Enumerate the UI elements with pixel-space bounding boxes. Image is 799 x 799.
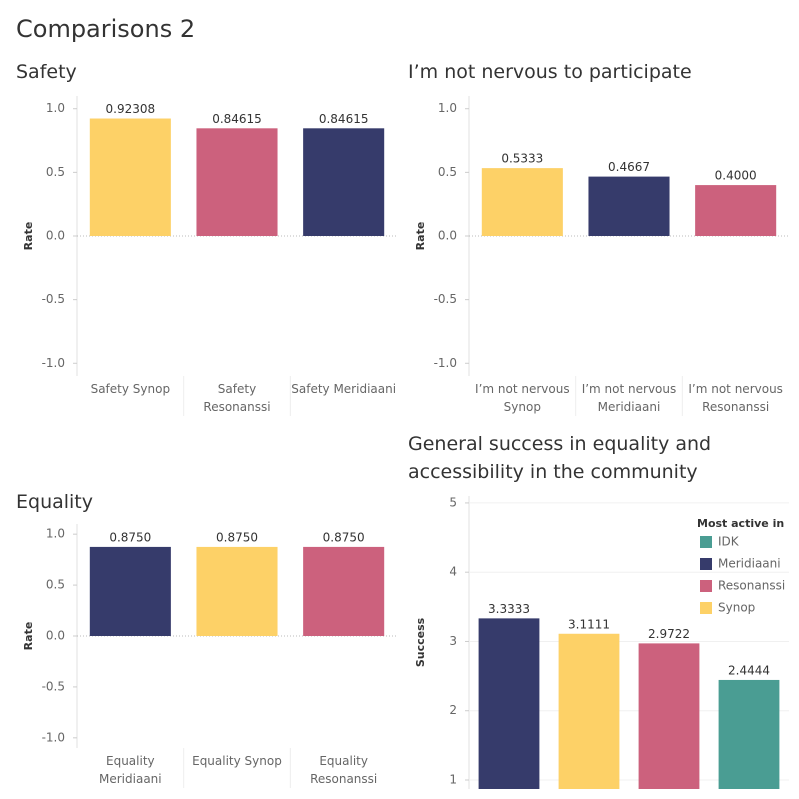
y-tick-label: 0.5 (438, 165, 457, 179)
value-label: 2.4444 (728, 663, 770, 677)
bar (695, 185, 777, 236)
x-tick-label: I’m not nervous Meridiaani (581, 382, 677, 414)
value-label: 0.4667 (608, 160, 650, 174)
x-tick-label: Safety Synop (90, 382, 171, 396)
y-tick-label: 0.0 (46, 229, 65, 243)
x-tick-label: Safety Resonanssi (203, 382, 271, 414)
value-label: 0.8750 (323, 530, 365, 544)
value-label: 0.5333 (501, 152, 543, 166)
legend-swatch (700, 602, 712, 614)
y-axis-label: Success (414, 617, 427, 667)
legend-swatch (700, 558, 712, 570)
bar (558, 633, 620, 789)
y-tick-label: -1.0 (434, 356, 457, 370)
legend-label: Meridiaani (718, 557, 781, 571)
y-tick-label: 0.5 (46, 578, 65, 592)
bar (588, 176, 670, 236)
bar (303, 546, 385, 636)
y-tick-label: 1.0 (438, 101, 457, 115)
legend-swatch (700, 536, 712, 548)
chart-title-box: Safety (16, 61, 77, 83)
chart-title-box: I’m not nervous to participate (408, 61, 692, 83)
value-label: 0.84615 (319, 112, 369, 126)
dashboard-title: Comparisons 2 (16, 15, 195, 43)
x-tick-label-box: Safety Meridiaani (291, 382, 397, 396)
x-tick-label: I’m not nervous Synop (475, 382, 570, 414)
bar (638, 643, 700, 789)
y-tick-label: -0.5 (42, 292, 65, 306)
y-tick-label: 2 (449, 703, 457, 717)
y-tick-label: 3 (449, 634, 457, 648)
chart-title: General success in equality and accessib… (408, 433, 712, 483)
chart-title-box: General success in equality and accessib… (408, 433, 712, 483)
bar (196, 128, 278, 236)
y-tick-label: 0.5 (46, 165, 65, 179)
legend-label: Resonanssi (718, 579, 785, 593)
y-tick-label: 1.0 (46, 101, 65, 115)
x-tick-label-box: Equality Synop (192, 754, 282, 768)
x-tick-label-box: Safety Resonanssi (203, 382, 271, 414)
y-tick-label: 0.0 (46, 629, 65, 643)
value-label: 0.8750 (216, 530, 258, 544)
value-label: 0.92308 (106, 102, 156, 116)
y-tick-label: 1 (449, 772, 457, 786)
chart-title: I’m not nervous to participate (408, 61, 692, 83)
x-tick-label: I’m not nervous Resonanssi (688, 382, 783, 414)
bar (478, 618, 540, 789)
x-tick-label-box: I’m not nervous Meridiaani (581, 382, 677, 414)
x-tick-label-box: Equality Resonanssi (310, 754, 378, 786)
bar (481, 168, 563, 236)
value-label: 0.8750 (109, 530, 151, 544)
legend-label: Synop (718, 601, 755, 615)
x-tick-label: Equality Meridiaani (99, 754, 162, 786)
y-tick-label: 4 (449, 565, 457, 579)
chart-title-box: Equality (16, 491, 94, 513)
chart-title: Equality (16, 491, 94, 513)
y-axis-label: Rate (414, 222, 427, 251)
y-tick-label: 5 (449, 495, 457, 509)
value-label: 3.3333 (488, 602, 530, 616)
y-tick-label: -0.5 (434, 292, 457, 306)
value-label: 0.4000 (715, 169, 757, 183)
x-tick-label: Safety Meridiaani (291, 382, 397, 396)
bar (196, 546, 278, 636)
bar (718, 679, 780, 789)
x-tick-label-box: I’m not nervous Resonanssi (688, 382, 783, 414)
x-tick-label-box: I’m not nervous Synop (475, 382, 570, 414)
y-axis-label: Rate (22, 622, 35, 651)
chart-title: Safety (16, 61, 77, 83)
value-label: 2.9722 (648, 627, 690, 641)
bar (89, 546, 171, 636)
y-tick-label: -1.0 (42, 356, 65, 370)
y-tick-label: 0.0 (438, 229, 457, 243)
y-tick-label: -1.0 (42, 730, 65, 744)
bar (89, 118, 171, 236)
x-tick-label-box: Safety Synop (90, 382, 171, 396)
value-label: 0.84615 (212, 112, 262, 126)
value-label: 3.1111 (568, 617, 610, 631)
y-axis-label: Rate (22, 222, 35, 251)
legend-label: IDK (718, 535, 740, 549)
x-tick-label: Equality Resonanssi (310, 754, 378, 786)
x-tick-label: Equality Synop (192, 754, 282, 768)
x-tick-label-box: Equality Meridiaani (99, 754, 162, 786)
y-tick-label: -0.5 (42, 679, 65, 693)
bar (303, 128, 385, 236)
y-tick-label: 1.0 (46, 527, 65, 541)
legend-title: Most active in (697, 517, 784, 530)
legend-swatch (700, 580, 712, 592)
